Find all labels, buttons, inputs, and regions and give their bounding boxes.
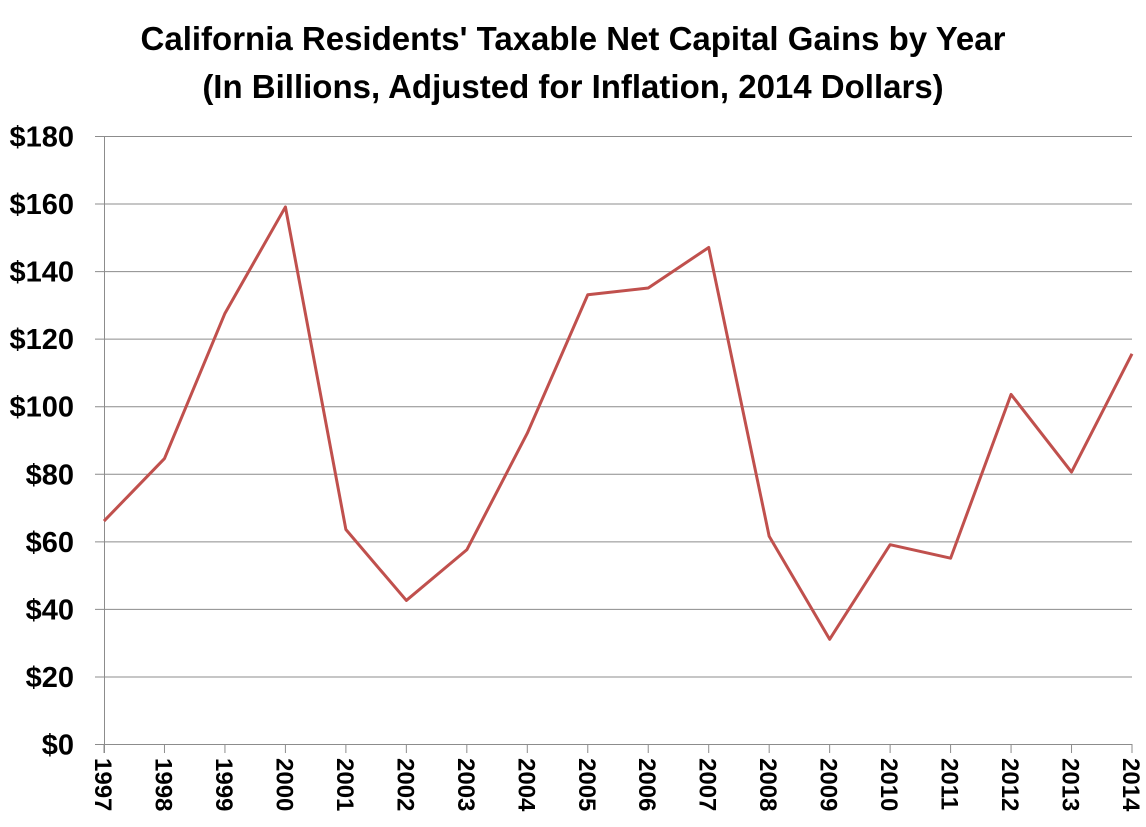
y-tick-label: $80 (26, 459, 74, 491)
y-tick-label: $160 (9, 189, 74, 221)
x-tick-label: 2007 (694, 758, 721, 811)
y-tick-label: $180 (9, 122, 74, 154)
x-tick-label: 2002 (391, 758, 418, 811)
x-tick-label: 2006 (633, 758, 660, 811)
y-tick-label: $20 (26, 662, 74, 694)
y-tick-label: $140 (9, 257, 74, 289)
series-line (102, 205, 1134, 641)
x-tick-label: 1998 (149, 758, 176, 811)
x-tick-label: 2001 (331, 758, 358, 811)
x-tick-label: 2011 (936, 758, 963, 810)
chart-title: California Residents' Taxable Net Capita… (141, 20, 1006, 57)
x-tick-label: 2004 (512, 758, 539, 812)
x-tick-label: 2014 (1117, 758, 1144, 812)
y-tick-label: $100 (9, 392, 74, 424)
x-tick-label: 2010 (875, 758, 902, 811)
x-tick-label: 2005 (573, 758, 600, 811)
x-tick-label: 2003 (452, 758, 479, 811)
y-tick-label: $60 (26, 527, 74, 559)
y-tick-label: $40 (26, 594, 74, 626)
x-tick-label: 2008 (754, 758, 781, 811)
y-tick-label: $0 (42, 730, 74, 762)
y-tick-label: $120 (9, 324, 74, 356)
x-tick-label: 2009 (815, 758, 842, 811)
x-tick-label: 2013 (1057, 758, 1084, 811)
chart-subtitle: (In Billions, Adjusted for Inflation, 20… (202, 68, 943, 105)
x-tick-label: 2012 (996, 758, 1023, 811)
x-tick-label: 1997 (89, 758, 116, 811)
x-tick-label: 1999 (210, 758, 237, 811)
x-tick-label: 2000 (270, 758, 297, 811)
